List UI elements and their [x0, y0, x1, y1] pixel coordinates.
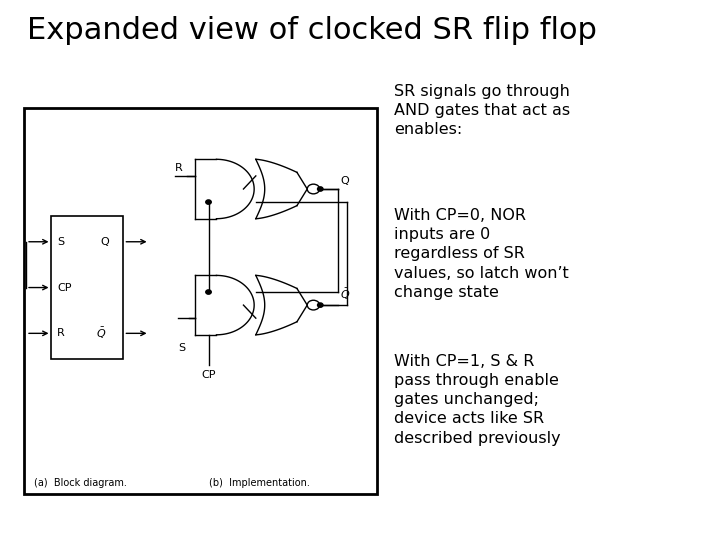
Text: With CP=0, NOR
inputs are 0
regardless of SR
values, so latch won’t
change state: With CP=0, NOR inputs are 0 regardless o…	[395, 208, 569, 300]
Circle shape	[307, 184, 320, 194]
Text: Q: Q	[340, 176, 349, 186]
Text: R: R	[57, 328, 65, 339]
Bar	[24, 108, 377, 494]
Text: $\bar{Q}$: $\bar{Q}$	[340, 287, 351, 302]
Text: CP: CP	[202, 370, 216, 380]
Circle shape	[206, 290, 211, 294]
Bar	[51, 216, 123, 359]
Text: With CP=1, S & R
pass through enable
gates unchanged;
device acts like SR
descri: With CP=1, S & R pass through enable gat…	[395, 354, 561, 445]
Text: (a)  Block diagram.: (a) Block diagram.	[35, 477, 127, 488]
Text: R: R	[175, 163, 183, 173]
Text: Q: Q	[101, 237, 109, 247]
Text: S: S	[57, 237, 64, 247]
Text: CP: CP	[57, 282, 71, 293]
Text: $\bar{Q}$: $\bar{Q}$	[96, 326, 107, 341]
Circle shape	[307, 300, 320, 310]
Circle shape	[206, 200, 211, 204]
Text: SR signals go through
AND gates that act as
enables:: SR signals go through AND gates that act…	[395, 84, 570, 137]
Circle shape	[318, 187, 323, 191]
Text: (b)  Implementation.: (b) Implementation.	[210, 477, 310, 488]
Circle shape	[318, 303, 323, 307]
Text: S: S	[179, 343, 186, 353]
Text: Expanded view of clocked SR flip flop: Expanded view of clocked SR flip flop	[27, 16, 598, 45]
